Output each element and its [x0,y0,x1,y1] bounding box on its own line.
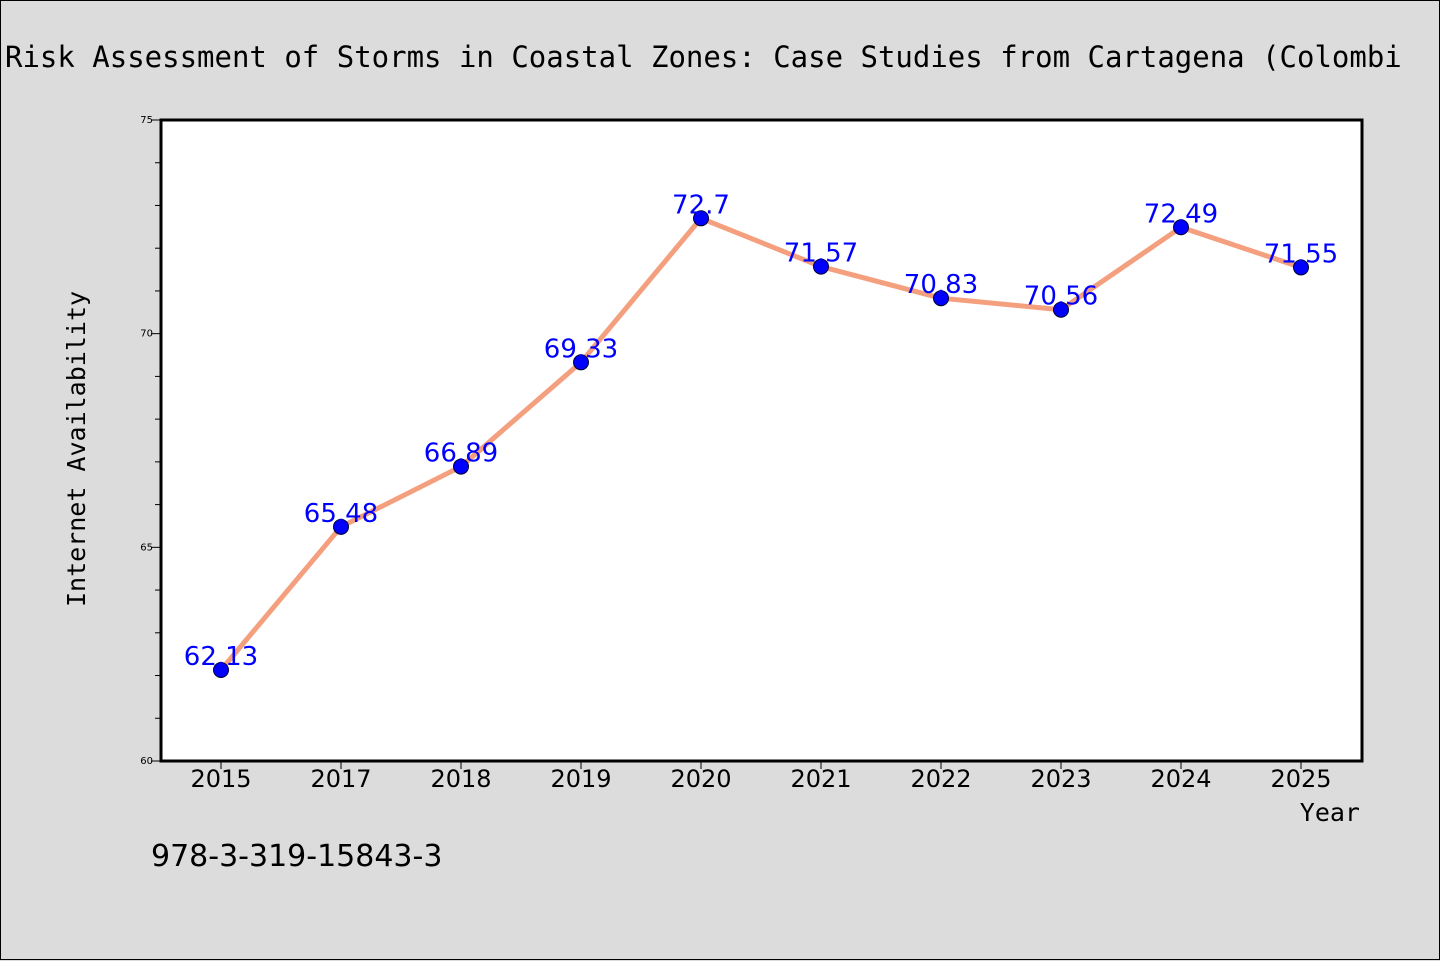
y-axis: 60 65 70 75 [140,115,161,767]
x-tick-label: 2017 [310,765,371,793]
x-tick-label: 2022 [910,765,971,793]
footer-text: 978-3-319-15843-3 [151,839,442,874]
data-label: 66.89 [424,439,498,469]
data-label: 71.55 [1264,239,1338,269]
data-label: 70.83 [904,270,978,300]
data-label: 72.49 [1144,199,1218,229]
y-tick-label: 65 [140,542,153,553]
x-axis: 2015 2017 2018 2019 2020 2021 2022 2023 2024 2025 [190,761,1332,793]
chart-title: Risk Assessment of Storms in Coastal Zon… [5,40,1402,74]
x-tick-label: 2020 [670,765,731,793]
x-tick-label: 2021 [790,765,851,793]
data-point [573,354,589,371]
x-tick-label: 2018 [430,765,491,793]
y-tick-label: 60 [140,756,153,767]
plot-area [161,120,1362,761]
x-tick-label: 2015 [190,765,251,793]
data-labels: 62.13 65.48 66.89 69.33 72.7 71.57 70.83 70.56 7… [184,190,1338,672]
series-line [219,215,1302,672]
y-axis-label: Internet Availability [62,291,91,607]
data-label: 70.56 [1024,282,1098,312]
y-tick-label: 70 [140,329,153,340]
data-markers [213,210,1309,678]
data-point [1293,259,1309,276]
x-tick-label: 2023 [1030,765,1091,793]
plot-frame [159,118,1364,763]
data-label: 72.7 [672,190,730,220]
data-label: 62.13 [184,642,258,672]
data-point [933,290,949,307]
data-point [1173,219,1189,236]
data-point [1053,301,1069,318]
data-label: 69.33 [544,334,618,364]
data-point [333,518,349,535]
x-tick-label: 2024 [1150,765,1211,793]
data-label: 71.57 [784,239,858,269]
data-point [813,258,829,275]
data-point [693,210,709,227]
x-tick-label: 2019 [550,765,611,793]
data-label: 65.48 [304,499,378,529]
x-axis-label: Year [1300,798,1360,827]
data-point [213,661,229,678]
x-tick-label: 2025 [1270,765,1331,793]
data-point [453,458,469,475]
y-tick-label: 75 [140,115,153,126]
